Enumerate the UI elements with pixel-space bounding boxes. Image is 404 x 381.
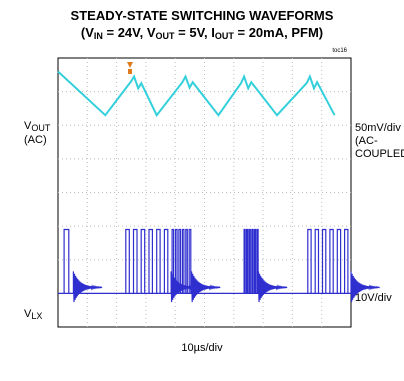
vlx-ringing <box>350 271 380 303</box>
subtitle-sub: IN <box>93 31 103 41</box>
subtitle-part: = 24V, V <box>102 25 156 40</box>
vlx-switching-burst <box>307 228 349 294</box>
traces <box>57 70 380 303</box>
vlx-ringing <box>257 271 288 303</box>
vlx-label-sub: LX <box>31 311 43 321</box>
trigger-marker-icon <box>127 62 133 68</box>
vout-label-sub: OUT <box>31 123 51 133</box>
vlx-switching-burst <box>125 228 169 294</box>
vlx-switching-burst <box>63 228 70 294</box>
vout-scale-label: 50mV/div <box>355 122 401 134</box>
subtitle-part: = 5V, I <box>174 25 215 40</box>
vlx-scale-label: 10V/div <box>355 292 392 304</box>
vlx-switching-burst <box>243 228 259 294</box>
chart-subtitle: (VIN = 24V, VOUT = 5V, IOUT = 20mA, PFM) <box>0 25 404 44</box>
subtitle-part: (V <box>80 25 94 40</box>
vout-coupling-label: (AC- <box>355 135 378 147</box>
vout-trace <box>57 70 336 118</box>
vout-ac-label: (AC) <box>24 134 47 146</box>
figure-tag: toc16 <box>332 48 347 54</box>
chart-title: STEADY-STATE SWITCHING WAVEFORMS <box>70 8 334 23</box>
vout-coupling-label: COUPLED) <box>355 148 404 160</box>
vlx-ringing <box>191 271 221 303</box>
subtitle-sub: OUT <box>214 31 234 41</box>
vlx-label-main: V <box>24 308 32 320</box>
subtitle-part: = 20mA, PFM) <box>233 25 324 40</box>
subtitle-sub: OUT <box>155 31 175 41</box>
trigger-marker <box>127 62 133 74</box>
x-scale-label: 10µs/div <box>181 342 223 354</box>
vout-label-main: V <box>24 120 32 132</box>
vlx-ringing <box>72 271 103 303</box>
vlx-switching-burst <box>171 228 192 294</box>
vout-label: VOUT <box>24 120 50 134</box>
trigger-marker-stem <box>128 69 132 74</box>
vlx-label: VLX <box>24 308 42 322</box>
